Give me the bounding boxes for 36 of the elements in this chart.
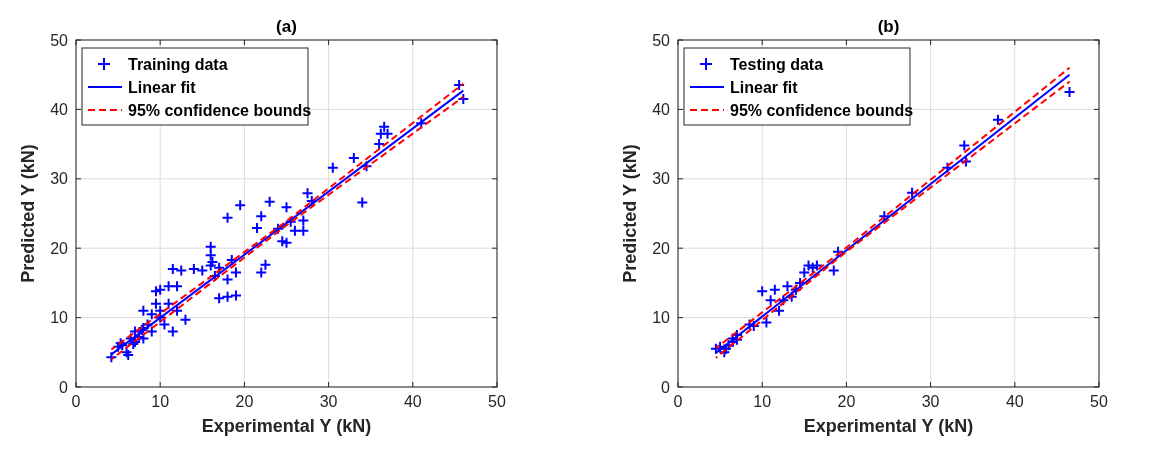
legend-label: Linear fit	[128, 79, 197, 96]
y-tick-label: 10	[652, 309, 671, 327]
y-tick-label: 20	[652, 239, 671, 257]
chart-title: (b)	[877, 17, 900, 36]
legend-label: Training data	[128, 56, 228, 73]
x-tick-label: 50	[488, 393, 506, 410]
x-tick-label: 10	[151, 393, 170, 410]
chart-title: (a)	[276, 17, 297, 36]
y-tick-label: 50	[50, 31, 69, 49]
y-tick-label: 30	[50, 170, 69, 188]
legend-label: 95% confidence bounds	[730, 102, 914, 119]
y-axis-title: Predicted Y (kN)	[620, 144, 640, 283]
y-tick-label: 10	[50, 309, 69, 327]
y-axis-title: Predicted Y (kN)	[18, 144, 38, 283]
legend-label: Testing data	[730, 56, 824, 73]
x-tick-label: 0	[71, 393, 81, 410]
x-tick-label: 30	[921, 393, 940, 410]
x-tick-label: 40	[403, 393, 422, 410]
x-tick-label: 0	[673, 393, 683, 410]
y-tick-label: 20	[50, 239, 69, 257]
y-tick-label: 40	[50, 100, 69, 118]
legend-label: Linear fit	[730, 79, 799, 96]
x-tick-label: 20	[235, 393, 254, 410]
x-axis-title: Experimental Y (kN)	[201, 416, 372, 436]
y-tick-label: 0	[59, 378, 69, 396]
x-axis-title: Experimental Y (kN)	[803, 416, 974, 436]
x-tick-label: 20	[837, 393, 856, 410]
legend-label: 95% confidence bounds	[128, 102, 312, 119]
x-tick-label: 50	[1090, 393, 1108, 410]
y-tick-label: 50	[652, 31, 671, 49]
x-tick-label: 30	[319, 393, 338, 410]
x-tick-label: 40	[1005, 393, 1024, 410]
y-tick-label: 40	[652, 100, 671, 118]
y-tick-label: 0	[661, 378, 671, 396]
y-tick-label: 30	[652, 170, 671, 188]
x-tick-label: 10	[753, 393, 772, 410]
